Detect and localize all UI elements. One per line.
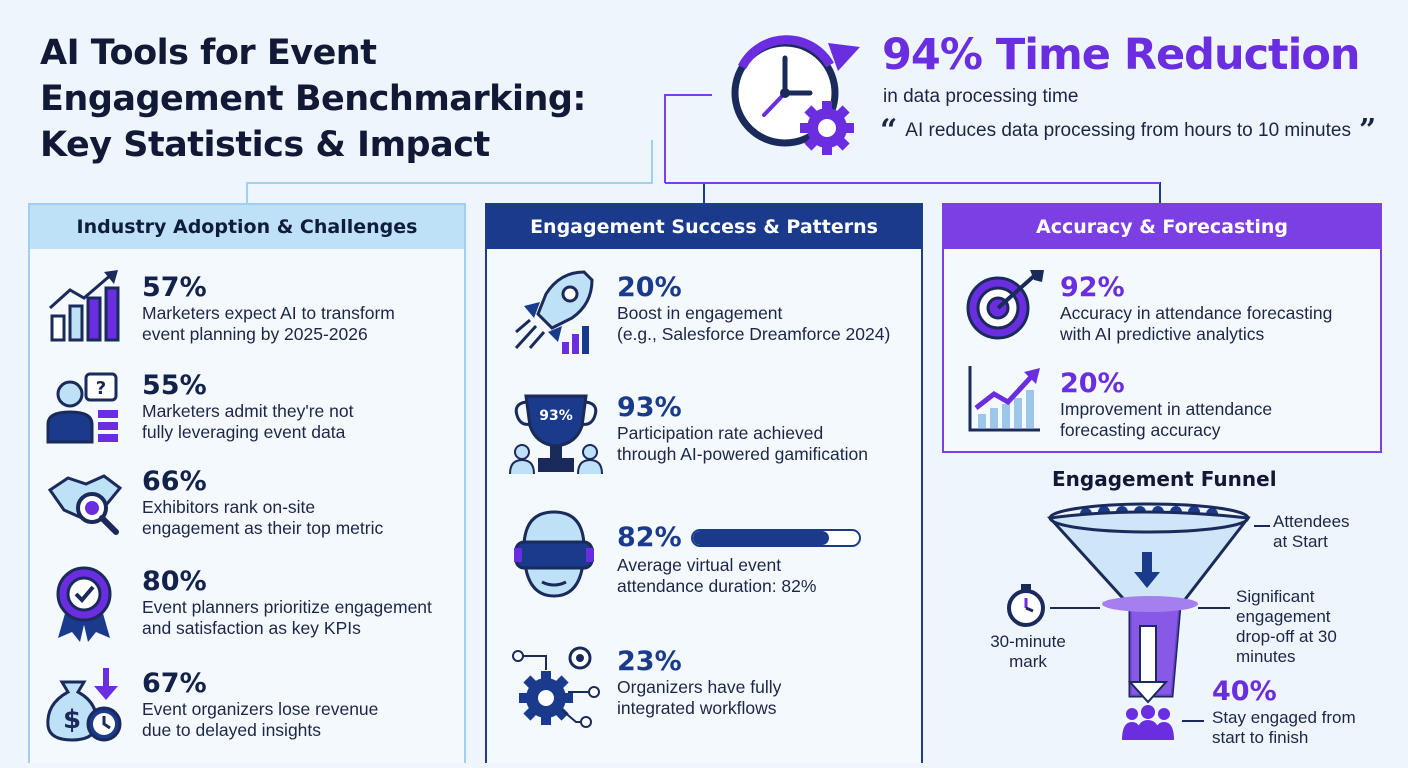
- funnel-label-line: Stay engaged from: [1212, 708, 1356, 727]
- stat-description-line: Marketers admit they're not: [142, 401, 354, 421]
- money-bag-clock-icon: $: [46, 668, 122, 742]
- clock-gear-icon: [731, 35, 860, 155]
- stat-description-line: event planning by 2025-2026: [142, 324, 368, 344]
- headline-stat-subtitle: in data processing time: [883, 86, 1079, 107]
- stat-value: 23%: [617, 646, 682, 677]
- section-heading: Accuracy & Forecasting: [944, 205, 1380, 249]
- funnel-top-label: Attendees at Start: [1273, 512, 1350, 552]
- stat-description-line: fully leveraging event data: [142, 422, 346, 442]
- stat-description-line: Participation rate achieved: [617, 423, 824, 443]
- section-industry-adoption: Industry Adoption & Challenges: [28, 203, 466, 763]
- funnel-label-line: at Start: [1273, 532, 1328, 551]
- funnel-label-line: Attendees: [1273, 512, 1350, 531]
- funnel-label-line: start to finish: [1212, 728, 1309, 747]
- gears-network-icon: [512, 646, 600, 728]
- stat-description-line: Marketers expect AI to transform: [142, 303, 395, 323]
- stat-description-line: Organizers have fully: [617, 677, 782, 697]
- funnel-label-line: mark: [1009, 652, 1047, 671]
- funnel-bottom-value: 40%: [1212, 676, 1277, 707]
- stat-description-line: and satisfaction as key KPIs: [142, 618, 361, 638]
- stat-value: 93%: [617, 392, 682, 423]
- stat-description-line: Boost in engagement: [617, 303, 783, 323]
- confused-person-icon: ?: [46, 372, 118, 444]
- stat-value: 20%: [617, 272, 682, 303]
- funnel-label-line: drop-off at 30: [1236, 627, 1337, 646]
- svg-text:$: $: [63, 705, 81, 735]
- growth-chart-icon: [48, 270, 120, 342]
- funnel-label-line: 30-minute: [990, 632, 1066, 651]
- open-quote-icon: “: [880, 113, 898, 148]
- funnel-title: Engagement Funnel: [1052, 467, 1277, 491]
- trophy-badge-text: 93%: [539, 408, 573, 424]
- stat-description-line: (e.g., Salesforce Dreamforce 2024): [617, 324, 891, 344]
- headline-quote: “ AI reduces data processing from hours …: [880, 113, 1377, 148]
- stat-description-line: integrated workflows: [617, 698, 777, 718]
- stat-description-line: attendance duration: 82%: [617, 576, 817, 596]
- funnel-label-line: minutes: [1236, 647, 1296, 666]
- headline-quote-text: AI reduces data processing from hours to…: [905, 120, 1351, 141]
- section-heading: Engagement Success & Patterns: [487, 205, 921, 249]
- svg-text:?: ?: [96, 378, 106, 399]
- stat-value: 82%: [617, 522, 682, 553]
- close-quote-icon: ”: [1358, 113, 1377, 148]
- stat-description-line: Exhibitors rank on-site: [142, 497, 316, 517]
- target-icon: [966, 270, 1044, 340]
- progress-fill: [693, 531, 830, 545]
- headline-stat-value: 94% Time Reduction: [882, 30, 1361, 80]
- stat-description-line: due to delayed insights: [142, 720, 322, 740]
- stat-description-line: Event organizers lose revenue: [142, 699, 379, 719]
- funnel-timer-label: 30-minute mark: [984, 632, 1072, 672]
- stat-value: 67%: [142, 668, 207, 699]
- attendance-progress-bar: [691, 529, 861, 547]
- funnel-label-line: engagement: [1236, 607, 1331, 626]
- rocket-icon: [514, 270, 594, 354]
- page-title: AI Tools for Event Engagement Benchmarkin…: [40, 33, 586, 165]
- stat-description-line: with AI predictive analytics: [1060, 324, 1265, 344]
- funnel-bottom-label: Stay engaged from start to finish: [1212, 708, 1356, 748]
- stat-description-line: Event planners prioritize engagement: [142, 597, 432, 617]
- stat-description-line: Accuracy in attendance forecasting: [1060, 303, 1333, 323]
- trophy-icon: 93%: [509, 394, 603, 475]
- stat-description-line: engagement as their top metric: [142, 518, 384, 538]
- stat-value: 80%: [142, 566, 207, 597]
- funnel-drop-off-label: Significant engagement drop-off at 30 mi…: [1236, 587, 1337, 667]
- vr-headset-icon: [514, 510, 594, 598]
- stat-value: 66%: [142, 466, 207, 497]
- stat-value: 20%: [1060, 368, 1125, 399]
- stat-value: 92%: [1060, 272, 1125, 303]
- stat-value: 55%: [142, 370, 207, 401]
- stat-description-line: Average virtual event: [617, 555, 782, 575]
- stat-description-line: Improvement in attendance: [1060, 399, 1273, 419]
- stat-description-line: through AI-powered gamification: [617, 444, 868, 464]
- handshake-magnifier-icon: [47, 474, 123, 535]
- stat-value: 57%: [142, 272, 207, 303]
- engagement-funnel-graphic: [1007, 502, 1270, 740]
- stat-description-line: forecasting accuracy: [1060, 420, 1221, 440]
- funnel-label-line: Significant: [1236, 587, 1315, 606]
- rising-chart-icon: [968, 366, 1040, 432]
- section-heading: Industry Adoption & Challenges: [30, 205, 464, 249]
- award-badge-icon: [56, 566, 112, 642]
